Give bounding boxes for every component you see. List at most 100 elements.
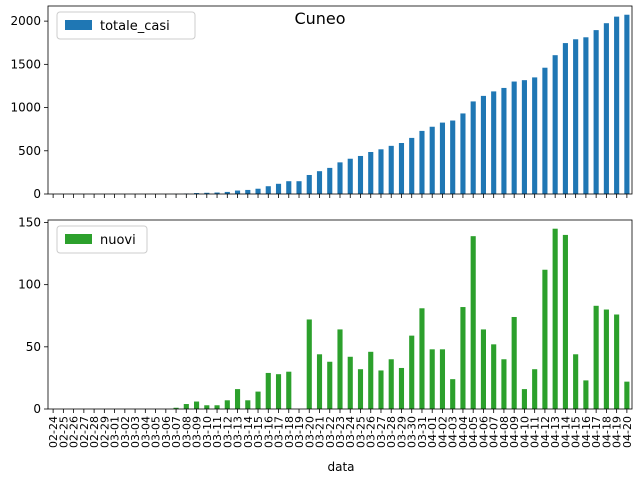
bar-nuovi-04-10 — [521, 389, 527, 409]
x-tick-label: 04-10 — [518, 416, 531, 448]
bar-nuovi-04-12 — [542, 269, 548, 409]
bar-nuovi-03-15 — [255, 391, 261, 409]
bar-nuovi-03-18 — [286, 371, 292, 409]
bar-totale_casi-03-12 — [224, 191, 230, 194]
x-tick-label: 04-16 — [580, 416, 593, 448]
x-tick-label: 04-12 — [539, 416, 552, 448]
x-tick-label: 04-05 — [467, 416, 480, 448]
bar-totale_casi-03-18 — [286, 181, 292, 194]
bar-nuovi-04-06 — [480, 329, 486, 409]
bar-nuovi-03-24 — [347, 356, 353, 409]
x-tick-label: 04-08 — [498, 416, 511, 448]
legend-label: nuovi — [100, 233, 136, 248]
x-tick-label: 03-02 — [119, 416, 132, 448]
y-tick-label: 1500 — [10, 57, 41, 71]
bar-totale_casi-03-25 — [357, 155, 364, 194]
bar-totale_casi-03-24 — [347, 158, 353, 194]
x-tick-label: 04-11 — [529, 416, 542, 448]
bar-nuovi-04-11 — [532, 369, 538, 409]
x-tick-label: 03-23 — [334, 416, 347, 448]
bar-totale_casi-04-09 — [511, 81, 517, 194]
bar-totale_casi-03-16 — [265, 186, 271, 194]
legend-box — [56, 225, 148, 254]
y-tick-label: 2000 — [10, 14, 41, 28]
bar-nuovi-03-31 — [419, 308, 425, 409]
x-tick-label: 03-17 — [273, 416, 286, 448]
x-tick-label: 04-15 — [570, 416, 583, 448]
bar-nuovi-03-17 — [275, 374, 282, 409]
x-tick-label: 04-02 — [436, 416, 449, 448]
bar-totale_casi-03-11 — [214, 192, 220, 194]
axes-frame — [47, 5, 633, 195]
x-tick-label: 03-27 — [375, 416, 388, 448]
top-panel: 0 500 1000 1500 2000 totale_casi — [10, 5, 633, 201]
x-tick-label: 03-31 — [416, 416, 429, 448]
x-tick-label: 03-16 — [262, 416, 275, 448]
bar-totale_casi-03-10 — [204, 192, 210, 194]
bar-totale_casi-03-14 — [245, 189, 251, 194]
y-tick-label: 0 — [33, 187, 41, 201]
x-tick-label: 04-19 — [611, 416, 624, 448]
bar-nuovi-03-16 — [265, 372, 271, 409]
bar-totale_casi-04-10 — [521, 80, 527, 194]
bar-nuovi-03-26 — [368, 351, 374, 409]
x-tick-label: 04-04 — [457, 416, 470, 448]
x-tick-label: 04-17 — [590, 416, 603, 448]
bar-nuovi-03-28 — [388, 359, 394, 409]
x-tick-label: 03-15 — [252, 416, 265, 448]
bar-nuovi-04-03 — [450, 379, 456, 409]
x-tick-label: 03-05 — [150, 416, 163, 448]
x-tick-label: 02-28 — [88, 416, 101, 448]
bar-totale_casi-04-13 — [552, 55, 558, 195]
x-tick-label: 03-14 — [242, 416, 255, 448]
bar-totale_casi-04-11 — [532, 77, 538, 194]
bar-totale_casi-04-18 — [603, 23, 609, 194]
bar-nuovi-03-11 — [214, 405, 220, 409]
chart-title: Cuneo — [294, 9, 345, 28]
legend: totale_casi — [56, 11, 196, 40]
bar-nuovi-04-02 — [439, 349, 446, 409]
bar-nuovi-03-25 — [357, 369, 364, 409]
x-tick-label: 03-19 — [293, 416, 306, 448]
y-tick-label: 50 — [26, 340, 41, 354]
bar-totale_casi-04-07 — [491, 91, 497, 194]
x-tick-label: 04-07 — [488, 416, 501, 448]
x-tick-label: 03-10 — [201, 416, 214, 448]
x-tick-label: 04-18 — [600, 416, 613, 448]
bar-nuovi-04-19 — [614, 314, 620, 409]
x-tick-label: 03-26 — [365, 416, 378, 448]
bar-nuovi-04-16 — [583, 380, 589, 409]
y-tick-label: 100 — [18, 278, 41, 292]
x-tick-label: 04-09 — [508, 416, 521, 448]
x-tick-label: 04-06 — [477, 416, 490, 448]
x-tick-label: 02-27 — [78, 416, 91, 448]
bar-totale_casi-04-08 — [501, 87, 507, 194]
x-tick-label: 04-20 — [621, 416, 634, 448]
bar-nuovi-04-04 — [460, 307, 466, 409]
x-axis-label: data — [327, 460, 354, 474]
x-tick-label: 03-22 — [324, 416, 337, 448]
x-tick-label: 03-01 — [109, 416, 122, 448]
legend-label: totale_casi — [100, 19, 170, 34]
bar-totale_casi-03-22 — [327, 167, 333, 194]
bar-nuovi-03-27 — [378, 370, 384, 409]
bar-nuovi-04-08 — [501, 359, 507, 409]
bar-nuovi-03-14 — [245, 400, 251, 409]
bar-nuovi-04-01 — [429, 349, 435, 409]
x-tick-label: 03-04 — [139, 416, 152, 448]
x-tick-label: 04-13 — [549, 416, 562, 448]
bar-totale_casi-04-06 — [480, 95, 486, 194]
x-tick-label: 03-11 — [211, 416, 224, 448]
bar-nuovi-03-23 — [337, 329, 343, 409]
bar-totale_casi-04-05 — [470, 101, 476, 194]
bar-totale_casi-03-17 — [275, 183, 282, 194]
bar-totale_casi-03-19 — [296, 181, 302, 194]
bar-nuovi-03-20 — [306, 319, 312, 409]
bar-totale_casi-04-17 — [593, 30, 599, 195]
y-tick-label: 0 — [33, 402, 41, 416]
legend: nuovi — [56, 225, 148, 254]
bar-nuovi-03-13 — [234, 389, 241, 409]
bar-nuovi-03-29 — [398, 367, 405, 409]
x-tick-label: 02-26 — [68, 416, 81, 448]
bar-nuovi-04-09 — [511, 316, 517, 409]
